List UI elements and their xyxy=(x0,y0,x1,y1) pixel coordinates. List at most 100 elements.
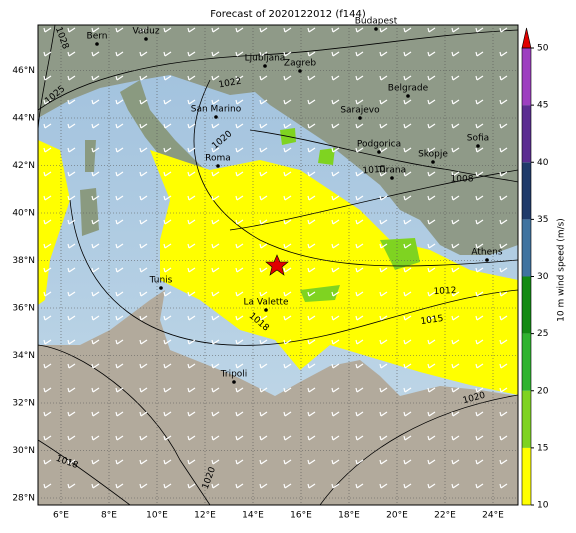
barb xyxy=(163,339,172,345)
barb xyxy=(115,27,124,33)
barb xyxy=(427,243,436,249)
barb xyxy=(235,267,244,273)
colorbar-segment xyxy=(522,48,531,106)
barb xyxy=(163,435,172,441)
barb xyxy=(355,411,364,417)
barb xyxy=(379,387,388,393)
barb xyxy=(259,363,268,369)
barb xyxy=(451,483,460,489)
barb xyxy=(211,123,220,129)
barb xyxy=(91,387,100,393)
barb xyxy=(331,315,340,321)
barb xyxy=(379,291,388,297)
barb xyxy=(475,339,484,345)
barb xyxy=(451,315,460,321)
city-dot xyxy=(358,116,362,120)
barb xyxy=(355,387,364,393)
barb xyxy=(43,51,52,57)
barb xyxy=(451,339,460,345)
barb xyxy=(283,483,292,489)
isobar-label: 1022 xyxy=(218,77,242,91)
barb xyxy=(187,411,196,417)
barb xyxy=(43,147,52,153)
barb xyxy=(91,435,100,441)
barb xyxy=(43,99,52,105)
barb xyxy=(427,195,436,201)
barb xyxy=(115,459,124,465)
barb xyxy=(427,123,436,129)
barb xyxy=(307,387,316,393)
barb xyxy=(283,243,292,249)
barb xyxy=(139,123,148,129)
barb xyxy=(427,315,436,321)
city-dot xyxy=(298,69,302,73)
colorbar-tick-label: 40 xyxy=(537,158,549,168)
barb xyxy=(451,459,460,465)
barb xyxy=(331,411,340,417)
barb xyxy=(451,411,460,417)
barb xyxy=(379,435,388,441)
barb xyxy=(331,99,340,105)
barb xyxy=(427,75,436,81)
barb xyxy=(331,435,340,441)
barb xyxy=(475,219,484,225)
barb xyxy=(67,339,76,345)
barb xyxy=(475,315,484,321)
barb xyxy=(475,459,484,465)
barb xyxy=(211,435,220,441)
colorbar-tick-label: 20 xyxy=(537,386,549,396)
barb xyxy=(67,171,76,177)
barb xyxy=(283,339,292,345)
isobar-label: 1015 xyxy=(420,314,444,327)
barb xyxy=(139,387,148,393)
lat-tick-label: 42°N xyxy=(12,161,35,171)
barb xyxy=(67,315,76,321)
barb xyxy=(307,75,316,81)
barb xyxy=(259,411,268,417)
barb xyxy=(187,75,196,81)
barb xyxy=(43,243,52,249)
barb xyxy=(187,171,196,177)
barb xyxy=(331,387,340,393)
barb xyxy=(163,459,172,465)
barb xyxy=(379,27,388,33)
map xyxy=(38,25,518,505)
barb xyxy=(499,435,508,441)
barb xyxy=(355,363,364,369)
barb xyxy=(499,51,508,57)
lat-tick-label: 46°N xyxy=(12,66,35,76)
barb xyxy=(475,387,484,393)
barb xyxy=(307,123,316,129)
city-dot xyxy=(377,150,381,154)
colorbar-tick-label: 50 xyxy=(537,44,549,54)
barb xyxy=(139,363,148,369)
barb xyxy=(499,459,508,465)
barb xyxy=(283,219,292,225)
barb xyxy=(403,339,412,345)
barb xyxy=(43,267,52,273)
barb xyxy=(91,411,100,417)
barb xyxy=(427,435,436,441)
barb xyxy=(355,147,364,153)
barb xyxy=(115,363,124,369)
barb xyxy=(235,291,244,297)
lat-tick-label: 44°N xyxy=(12,114,35,124)
barb xyxy=(187,315,196,321)
barb xyxy=(235,483,244,489)
city-dot xyxy=(264,308,268,312)
barb xyxy=(499,27,508,33)
barb xyxy=(139,195,148,201)
barb xyxy=(67,363,76,369)
city-dot xyxy=(214,115,218,119)
barb xyxy=(235,219,244,225)
barb xyxy=(115,171,124,177)
barb xyxy=(43,411,52,417)
barb xyxy=(43,123,52,129)
barb xyxy=(451,195,460,201)
barb xyxy=(139,459,148,465)
barb xyxy=(355,459,364,465)
colorbar-segment xyxy=(522,333,531,391)
barb xyxy=(259,171,268,177)
barb xyxy=(403,315,412,321)
city-dot xyxy=(406,94,410,98)
